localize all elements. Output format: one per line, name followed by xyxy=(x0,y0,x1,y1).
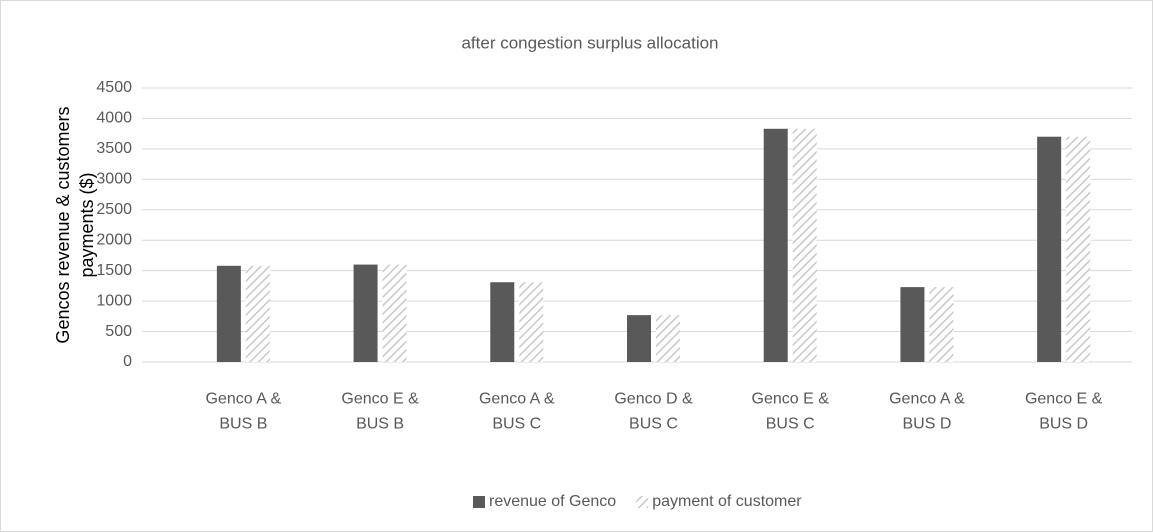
y-tick-label: 500 xyxy=(105,323,132,340)
y-tick-label: 3500 xyxy=(96,140,132,157)
y-tick-label: 1500 xyxy=(96,262,132,279)
bar xyxy=(1037,136,1062,362)
x-tick-label: Genco A & BUS B xyxy=(206,391,282,433)
x-tick-label: Genco E & BUS D xyxy=(1025,391,1103,433)
bar xyxy=(656,315,680,362)
bar xyxy=(627,315,651,362)
bar xyxy=(763,128,788,362)
y-tick-label: 2000 xyxy=(96,231,132,248)
y-tick-label: 4000 xyxy=(96,110,132,127)
y-tick-label: 4500 xyxy=(96,79,132,96)
x-tick-label: Genco A & BUS D xyxy=(889,391,965,433)
chart-title: after congestion surplus allocation xyxy=(461,33,718,52)
legend-swatch xyxy=(473,496,485,508)
bar xyxy=(490,282,515,362)
legend-swatch xyxy=(636,496,649,508)
bar xyxy=(382,264,407,362)
x-tick-label: Genco E & BUS C xyxy=(752,391,830,433)
legend-label: payment of customer xyxy=(652,493,802,510)
bar xyxy=(929,287,954,362)
y-tick-label: 0 xyxy=(123,353,132,370)
bar xyxy=(900,287,925,362)
y-axis-label: Gencos revenue & customers payments ($) xyxy=(53,106,97,343)
bar xyxy=(1066,136,1091,362)
bar xyxy=(792,128,817,362)
y-tick-label: 3000 xyxy=(96,171,132,188)
bar xyxy=(216,265,241,362)
bar xyxy=(519,282,544,362)
x-tick-label: Genco A & BUS C xyxy=(479,391,555,433)
bar xyxy=(245,265,270,362)
legend-label: revenue of Genco xyxy=(489,493,616,510)
bar xyxy=(353,264,378,362)
y-tick-label: 1000 xyxy=(96,292,132,309)
y-tick-label: 2500 xyxy=(96,201,132,218)
x-tick-label: Genco D & BUS C xyxy=(614,391,693,433)
x-tick-label: Genco E & BUS B xyxy=(341,391,419,433)
